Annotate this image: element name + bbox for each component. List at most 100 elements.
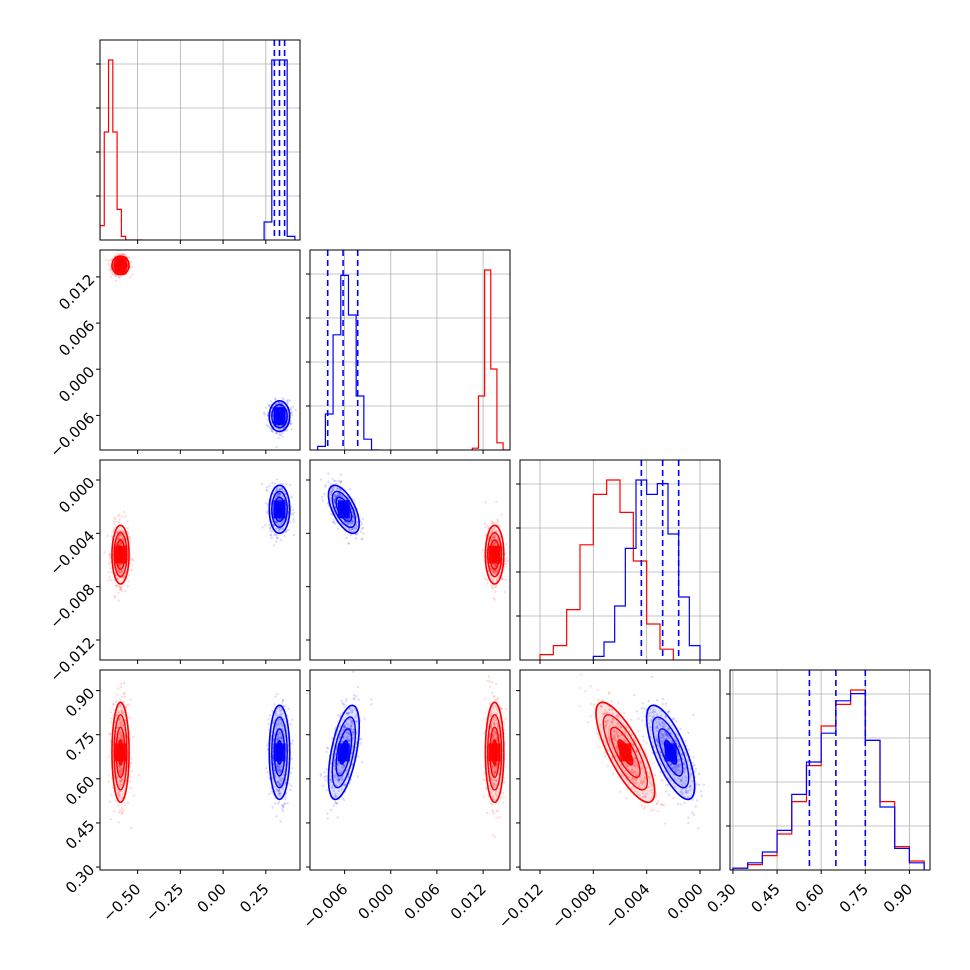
- blue-density-peak: [273, 407, 286, 426]
- red-sample-point: [121, 710, 124, 713]
- blue-sample-point: [269, 534, 272, 537]
- red-sample-point: [117, 719, 121, 722]
- red-sample-point: [114, 274, 118, 278]
- red-sample-point: [118, 542, 122, 546]
- blue-sample-point: [267, 718, 270, 721]
- red-sample-point: [118, 571, 122, 575]
- red-sample-point: [127, 580, 130, 583]
- red-sample-point: [121, 811, 124, 814]
- red-sample-point: [493, 771, 496, 775]
- blue-sample-point: [361, 537, 364, 540]
- blue-sample-point: [280, 428, 283, 431]
- red-sample-point: [487, 675, 491, 678]
- blue-sample-point: [279, 402, 282, 405]
- red-sample-point: [117, 515, 120, 518]
- blue-sample-point: [337, 487, 340, 490]
- red-sample-point: [484, 786, 488, 790]
- red-sample-point: [496, 575, 500, 579]
- blue-sample-point: [286, 401, 289, 404]
- red-sample-point: [488, 680, 491, 683]
- blue-sample-point: [279, 737, 283, 740]
- blue-sample-point: [274, 716, 277, 719]
- blue-sample-point: [352, 730, 355, 734]
- blue-sample-point: [276, 780, 279, 784]
- blue-sample-point: [356, 532, 359, 536]
- blue-sample-point: [276, 735, 279, 738]
- red-sample-point: [118, 780, 121, 784]
- red-sample-point: [118, 765, 122, 768]
- blue-sample-point: [266, 414, 269, 417]
- red-sample-point: [490, 681, 494, 684]
- blue-sample-point: [278, 524, 281, 528]
- red-sample-point: [108, 732, 112, 735]
- red-sample-point: [117, 821, 120, 824]
- red-sample-point: [495, 563, 498, 567]
- blue-sample-point: [332, 518, 335, 522]
- red-sample-point: [119, 734, 122, 737]
- red-sample-point: [483, 697, 487, 700]
- blue-sample-point: [350, 721, 353, 724]
- blue-sample-point: [342, 736, 345, 739]
- red-sample-point: [494, 570, 498, 573]
- blue-sample-point: [278, 777, 282, 781]
- red-sample-point: [495, 738, 499, 742]
- red-sample-point: [493, 695, 496, 698]
- red-sample-point: [491, 783, 495, 786]
- red-sample-point: [493, 765, 497, 768]
- y-tick-label: 0.006: [55, 317, 98, 360]
- blue-sample-point: [276, 738, 279, 741]
- red-sample-point: [490, 712, 493, 715]
- blue-sample-point: [356, 520, 359, 524]
- red-sample-point: [118, 534, 122, 538]
- red-sample-point: [496, 569, 499, 572]
- blue-sample-point: [329, 493, 333, 496]
- blue-sample-point: [337, 778, 341, 782]
- red-sample-point: [491, 734, 495, 737]
- blue-sample-point: [289, 408, 292, 412]
- red-sample-point: [504, 707, 508, 711]
- red-sample-point: [116, 726, 120, 729]
- red-sample-point: [505, 557, 508, 560]
- blue-sample-point: [329, 491, 332, 494]
- blue-sample-point: [333, 498, 337, 501]
- red-sample-point: [494, 778, 498, 781]
- panel-3-0: 0.300.450.600.750.90−0.50−0.25 0.00 0.25: [62, 669, 301, 925]
- red-sample-point: [492, 795, 495, 798]
- red-sample-point: [488, 784, 491, 788]
- blue-sample-point: [362, 532, 365, 535]
- red-sample-point: [109, 740, 112, 743]
- red-sample-point: [110, 258, 113, 261]
- red-sample-point: [120, 586, 123, 589]
- blue-sample-point: [278, 780, 281, 784]
- blue-sample-point: [290, 411, 293, 415]
- blue-sample-point: [352, 520, 356, 523]
- red-sample-point: [492, 695, 495, 698]
- red-sample-point: [107, 755, 110, 758]
- blue-sample-point: [272, 544, 276, 547]
- blue-sample-point: [276, 732, 280, 736]
- blue-sample-point: [279, 712, 283, 716]
- blue-sample-point: [340, 699, 343, 702]
- red-sample-point: [120, 806, 124, 810]
- red-sample-point: [493, 535, 497, 539]
- x-tick-label: −0.50: [99, 880, 144, 925]
- blue-sample-point: [351, 527, 354, 531]
- red-sample-point: [117, 804, 121, 807]
- red-sample-point: [116, 775, 119, 779]
- red-sample-point: [491, 717, 495, 721]
- red-sample-point: [119, 771, 122, 774]
- red-sample-point: [504, 552, 507, 555]
- blue-sample-point: [351, 527, 355, 531]
- blue-sample-point: [349, 522, 352, 525]
- blue-sample-point: [342, 798, 346, 802]
- blue-sample-point: [355, 695, 358, 698]
- red-sample-point: [492, 704, 495, 708]
- red-sample-point: [481, 778, 485, 781]
- red-sample-point: [492, 535, 495, 538]
- blue-sample-point: [275, 432, 279, 435]
- red-sample-point: [132, 794, 136, 797]
- red-sample-point: [491, 735, 495, 738]
- blue-sample-point: [354, 746, 357, 749]
- blue-sample-point: [265, 489, 269, 493]
- blue-sample-point: [275, 494, 278, 498]
